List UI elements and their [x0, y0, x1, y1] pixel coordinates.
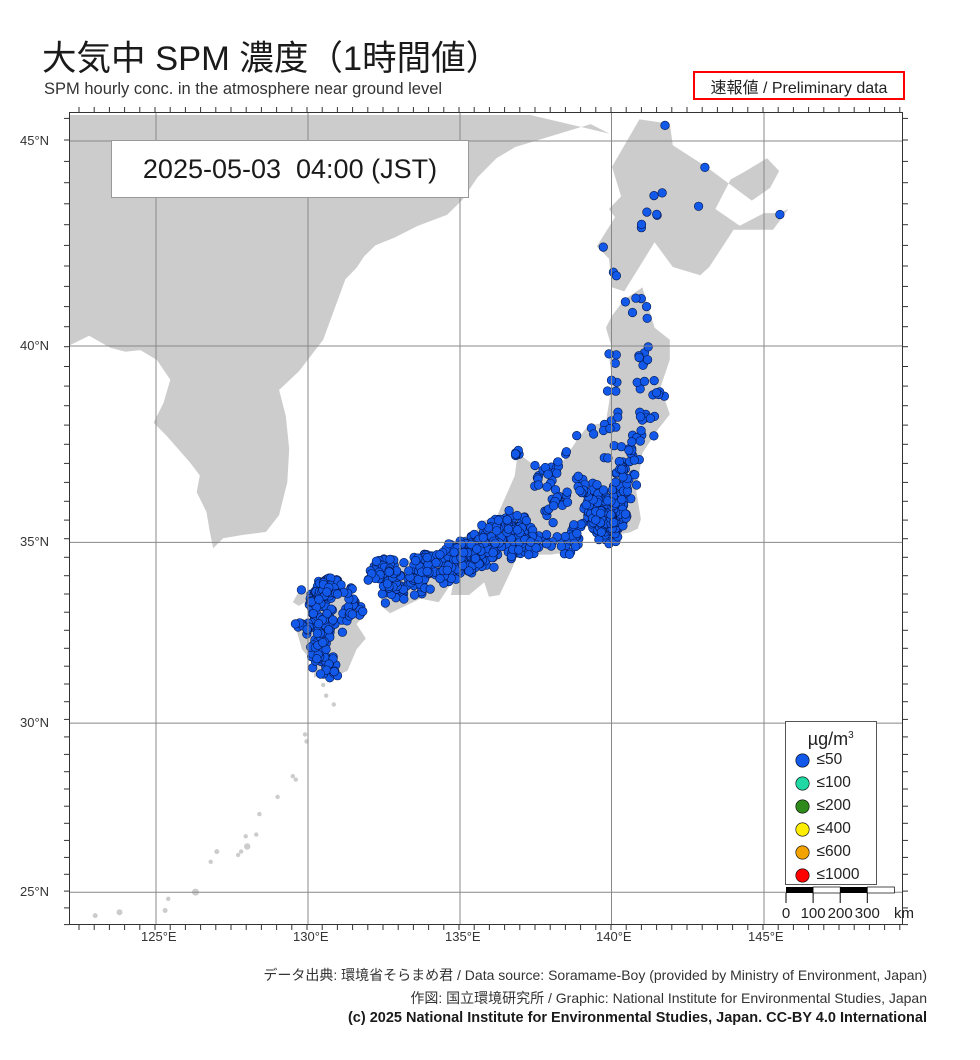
svg-text:100: 100	[801, 905, 826, 922]
svg-text:km: km	[894, 905, 914, 922]
svg-text:0: 0	[782, 905, 790, 922]
svg-text:300: 300	[855, 905, 880, 922]
svg-text:200: 200	[828, 905, 853, 922]
